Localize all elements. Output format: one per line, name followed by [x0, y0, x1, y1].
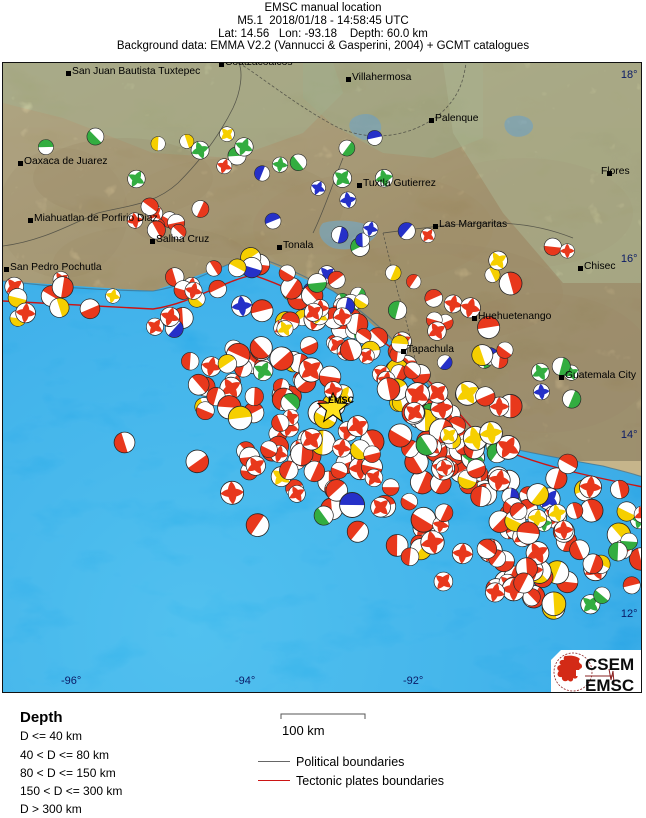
svg-text:EMSC: EMSC [585, 676, 634, 693]
